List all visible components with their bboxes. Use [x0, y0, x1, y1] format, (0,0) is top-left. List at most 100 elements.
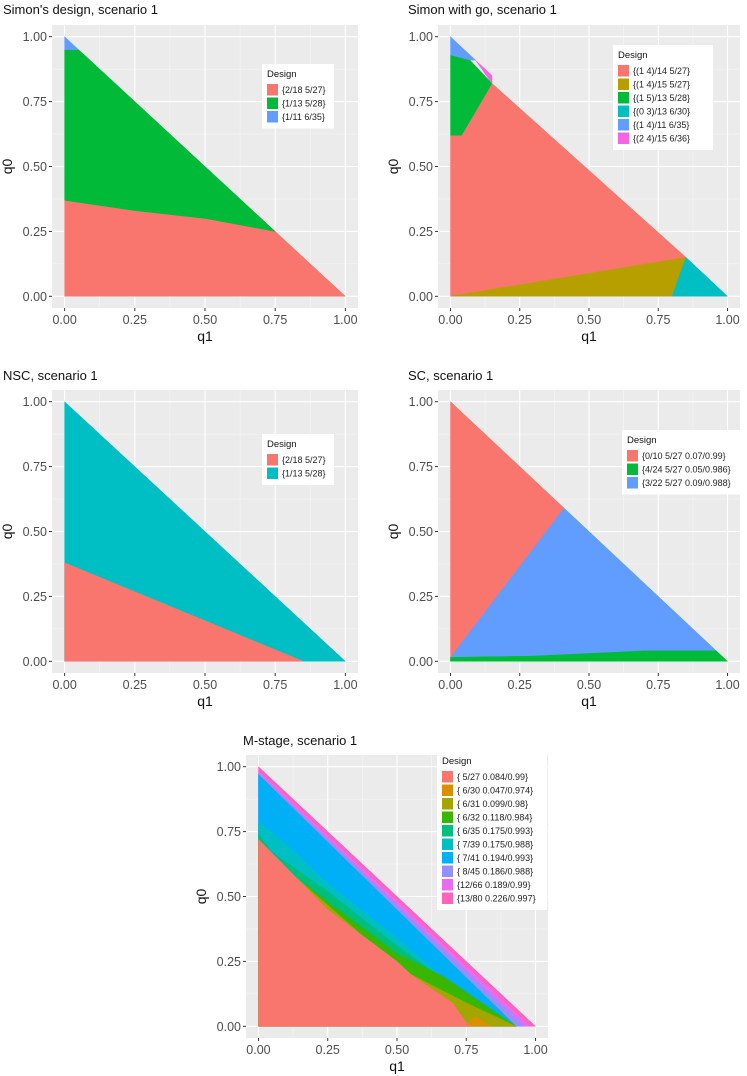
chart-title: SC, scenario 1	[408, 368, 493, 383]
x-tick-label: 0.75	[454, 1043, 478, 1057]
x-tick-label: 0.50	[385, 1043, 409, 1057]
panel-nsc: NSC, scenario 1 0.00 0.25 0.50 0.75 1.00 0.00 0…	[0, 368, 358, 709]
legend-label: { 6/31 0.099/0.98}	[457, 799, 528, 809]
x-axis-label: q1	[389, 1058, 405, 1074]
x-tick-label: 1.00	[333, 313, 357, 327]
y-axis-label: q0	[385, 159, 401, 175]
legend-title: Design	[442, 756, 472, 767]
x-tick-label: 0.00	[438, 678, 462, 692]
legend-label: { 7/41 0.194/0.993}	[457, 853, 533, 863]
legend: Design {0/10 5/27 0.07/0.99} {4/24 5/27 0.…	[622, 430, 740, 495]
legend-label: { 8/45 0.186/0.988}	[457, 867, 533, 877]
y-tick-label: 0.25	[409, 225, 433, 239]
legend-label: { 5/27 0.084/0.99}	[457, 772, 528, 782]
legend-label: {4/24 5/27 0.05/0.986}	[642, 465, 731, 475]
legend-label: {(1 4)/15 5/27}	[633, 80, 690, 90]
chart-title: M-stage, scenario 1	[243, 733, 357, 748]
x-tick-label: 0.50	[193, 313, 217, 327]
panel-sc: SC, scenario 1 0.00 0.25 0.50 0.75 1.00 0.00 0.…	[385, 368, 740, 709]
x-tick-label: 1.00	[333, 678, 357, 692]
legend-label: { 6/32 0.118/0.984}	[457, 813, 532, 823]
y-tick-label: 1.00	[409, 30, 433, 44]
x-tick-label: 1.00	[715, 678, 739, 692]
legend-label: {13/80 0.226/0.997}	[457, 894, 536, 904]
panel-simons-design: Simon's design, scenario 1 0.00 0.25 0.50 0.…	[0, 2, 358, 344]
y-tick-label: 0.50	[23, 160, 47, 174]
x-tick-label: 0.00	[438, 313, 462, 327]
legend-title: Design	[618, 50, 648, 61]
x-tick-label: 0.75	[263, 313, 287, 327]
x-tick-label: 0.50	[193, 678, 217, 692]
y-tick-label: 0.75	[409, 460, 433, 474]
x-axis-label: q1	[197, 328, 213, 344]
legend-swatch	[627, 463, 638, 475]
design-region	[475, 59, 493, 85]
legend-swatch	[618, 132, 629, 144]
y-tick-label: 1.00	[23, 395, 47, 409]
legend-label: { 6/35 0.175/0.993}	[457, 826, 533, 836]
x-tick-label: 1.00	[715, 313, 739, 327]
chart-title: NSC, scenario 1	[3, 368, 98, 383]
y-tick-label: 0.25	[217, 955, 241, 969]
legend: Design { 5/27 0.084/0.99} { 6/30 0.047/0.9…	[437, 751, 547, 910]
panel-m-stage: M-stage, scenario 1 0.00 0.25 0.50 0.75 1.00 0…	[193, 733, 548, 1074]
y-tick-label: 0.00	[217, 1020, 241, 1034]
design-region	[258, 838, 470, 1027]
design-region	[64, 562, 304, 662]
panel-simon-with-go: Simon with go, scenario 1 0.00 0.25 0.50 0.7…	[385, 2, 740, 344]
legend: Design {(1 4)/14 5/27} {(1 4)/15 5/27} {(1 …	[613, 45, 713, 150]
legend-title: Design	[267, 439, 297, 450]
y-tick-label: 0.00	[23, 290, 47, 304]
legend-label: {12/66 0.189/0.99}	[457, 880, 531, 890]
legend-label: {1/13 5/28}	[282, 99, 326, 109]
y-tick-label: 0.00	[409, 290, 433, 304]
y-tick-label: 0.75	[217, 825, 241, 839]
legend-swatch	[618, 92, 629, 104]
x-tick-label: 0.00	[52, 678, 76, 692]
x-axis-label: q1	[581, 328, 597, 344]
y-tick-label: 0.50	[409, 160, 433, 174]
x-tick-label: 1.00	[523, 1043, 547, 1057]
legend-label: {(2 4)/15 6/36}	[633, 134, 690, 144]
y-tick-label: 1.00	[217, 760, 241, 774]
legend-swatch	[442, 784, 453, 796]
legend-swatch	[267, 467, 278, 479]
x-tick-label: 0.75	[646, 313, 670, 327]
y-tick-label: 0.75	[23, 95, 47, 109]
legend-swatch	[618, 119, 629, 131]
x-tick-label: 0.25	[123, 678, 147, 692]
y-tick-label: 1.00	[409, 395, 433, 409]
legend-background	[437, 751, 547, 910]
legend-swatch	[442, 838, 453, 850]
y-tick-label: 0.25	[23, 225, 47, 239]
legend-swatch	[267, 97, 278, 109]
x-tick-label: 0.25	[316, 1043, 340, 1057]
design-region	[671, 256, 729, 297]
y-tick-label: 0.75	[23, 460, 47, 474]
legend-label: {1/11 6/35}	[282, 112, 325, 122]
legend-swatch	[267, 454, 278, 466]
legend-swatch	[442, 771, 453, 783]
y-tick-label: 0.50	[23, 525, 47, 539]
x-tick-label: 0.50	[577, 678, 601, 692]
x-tick-label: 0.50	[577, 313, 601, 327]
x-tick-label: 0.00	[246, 1043, 270, 1057]
legend-label: { 6/30 0.047/0.974}	[457, 786, 533, 796]
legend-swatch	[618, 65, 629, 77]
legend-background	[613, 45, 713, 150]
legend-swatch	[442, 798, 453, 810]
x-tick-label: 0.75	[646, 678, 670, 692]
legend-title: Design	[267, 69, 297, 80]
legend-label: {2/18 5/27}	[282, 455, 326, 465]
y-tick-label: 0.25	[409, 590, 433, 604]
chart-title: Simon with go, scenario 1	[408, 2, 557, 17]
legend-label: {2/18 5/27}	[282, 85, 326, 95]
legend-swatch	[267, 111, 278, 123]
legend-swatch	[618, 78, 629, 90]
legend-swatch	[442, 892, 453, 904]
legend-label: {(1 5)/13 5/28}	[633, 93, 690, 103]
design-region	[450, 650, 729, 662]
legend: Design {2/18 5/27} {1/13 5/28} {1/11 6/35}	[262, 64, 334, 129]
y-axis-label: q0	[193, 889, 209, 905]
